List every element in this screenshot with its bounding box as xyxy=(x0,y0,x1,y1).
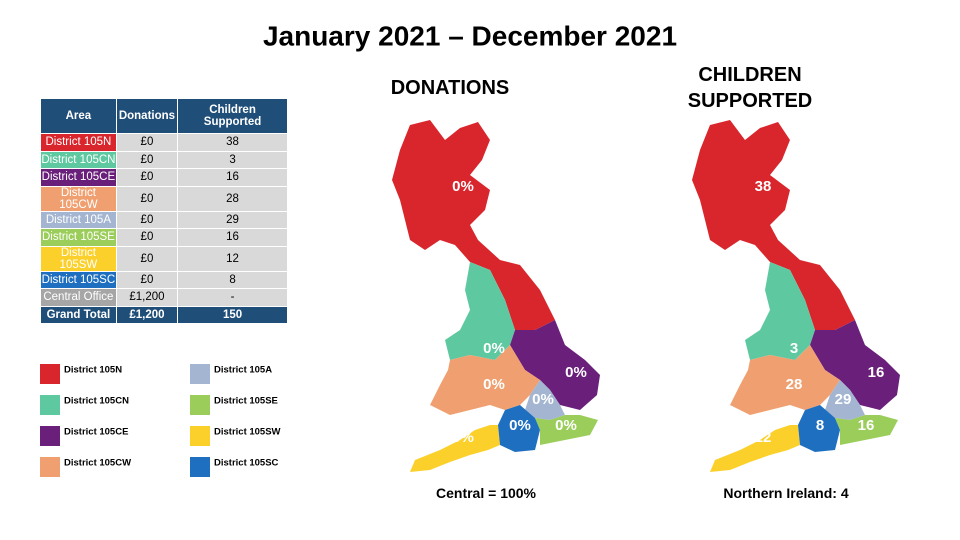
table-row: Central Office £1,200- xyxy=(40,288,288,307)
table-cell: District 105SC xyxy=(40,270,117,289)
legend-swatch xyxy=(190,364,210,384)
legend-swatch xyxy=(40,395,60,415)
table-cell: District 105CE xyxy=(40,168,117,187)
table-cell: District 105SE xyxy=(40,228,117,247)
region-label: 0% xyxy=(452,178,474,195)
region-label: 38 xyxy=(755,178,772,195)
region-cn xyxy=(445,262,515,360)
table-cell: District 105A xyxy=(40,210,117,229)
table-cell: £0 xyxy=(115,185,179,212)
table-cell: £1,200 xyxy=(115,305,179,324)
table-cell: 38 xyxy=(177,133,288,152)
legend-swatch xyxy=(190,426,210,446)
legend-swatch xyxy=(40,457,60,477)
legend-label: District 105SC xyxy=(214,458,279,469)
header-cell: Children Supported xyxy=(177,98,288,134)
table-cell: £0 xyxy=(115,150,179,169)
legend-label: District 105SE xyxy=(214,396,278,407)
region-label: 16 xyxy=(858,417,875,434)
region-label: 8 xyxy=(816,417,824,434)
region-label: 0% xyxy=(555,417,577,434)
table-row: District 105A £0 29 xyxy=(40,210,288,229)
table-cell: £0 xyxy=(115,245,179,272)
region-n xyxy=(392,120,555,330)
region-label: 16 xyxy=(868,364,885,381)
table-cell: 150 xyxy=(177,305,288,324)
legend-swatch xyxy=(40,426,60,446)
table-row: District 105SW £0 12 xyxy=(40,245,288,272)
table-cell: 28 xyxy=(177,185,288,212)
table-row: District 105SC £0 8 xyxy=(40,270,288,289)
table-cell: 29 xyxy=(177,210,288,229)
region-sc xyxy=(498,405,540,452)
table-cell: District 105CN xyxy=(40,150,117,169)
legend-swatch xyxy=(190,457,210,477)
table-cell: 8 xyxy=(177,270,288,289)
region-label: 0% xyxy=(452,429,474,446)
table-cell: £0 xyxy=(115,133,179,152)
table-cell: District 105CW xyxy=(40,185,117,212)
table-cell: £0 xyxy=(115,168,179,187)
region-label: 0% xyxy=(532,391,554,408)
region-label: 0% xyxy=(483,340,505,357)
table-cell: - xyxy=(177,288,288,307)
table-cell: £0 xyxy=(115,228,179,247)
map-title: CHILDREN SUPPORTED xyxy=(687,64,813,112)
map-note: Central = 100% xyxy=(436,485,537,501)
header-cell: Donations xyxy=(115,98,179,134)
legend-swatch xyxy=(190,395,210,415)
region-se xyxy=(535,415,598,445)
region-label: 0% xyxy=(565,364,587,381)
table-row: District 105N £0 38 xyxy=(40,133,288,152)
region-label: 28 xyxy=(786,376,803,393)
table-row: District 105CN £0 3 xyxy=(40,150,288,169)
map xyxy=(392,120,600,472)
region-label: 12 xyxy=(755,429,772,446)
title: January 2021 – December 2021 xyxy=(263,20,677,51)
region-a xyxy=(525,380,565,420)
legend-label: District 105CN xyxy=(64,396,129,407)
table-row: District 105CW £0 28 xyxy=(40,185,288,212)
legend-label: District 105A xyxy=(214,365,272,376)
table-cell: 12 xyxy=(177,245,288,272)
table-row: District 105SE £0 16 xyxy=(40,228,288,247)
legend-label: District 105N xyxy=(64,365,122,376)
map-title: DONATIONS xyxy=(390,77,510,99)
header-cell: Area xyxy=(40,98,117,134)
table-cell: Grand Total xyxy=(40,305,117,324)
region-label: 0% xyxy=(509,417,531,434)
legend-label: District 105CE xyxy=(64,427,128,438)
table-cell: 16 xyxy=(177,168,288,187)
region-label: 29 xyxy=(835,391,852,408)
table-cell: 16 xyxy=(177,228,288,247)
table-cell: £0 xyxy=(115,210,179,229)
region-label: 3 xyxy=(790,340,798,357)
table-cell: 3 xyxy=(177,150,288,169)
map-note: Northern Ireland: 4 xyxy=(723,485,848,501)
table-cell: District 105SW xyxy=(40,245,117,272)
legend-label: District 105SW xyxy=(214,427,281,438)
table-cell: District 105N xyxy=(40,133,117,152)
legend-label: District 105CW xyxy=(64,458,131,469)
table-cell: £1,200 xyxy=(115,288,179,307)
legend-swatch xyxy=(40,364,60,384)
table-row: Grand Total £1,200 150 xyxy=(40,305,288,324)
region-ce xyxy=(510,320,600,410)
summary-table: Area Donations Children Supported District … xyxy=(40,98,288,324)
table-row: District 105CE £0 16 xyxy=(40,168,288,187)
table-cell: £0 xyxy=(115,270,179,289)
region-sw xyxy=(410,425,500,472)
table-cell: Central Office xyxy=(40,288,117,307)
header-row: Area Donations Children Supported xyxy=(40,98,288,134)
region-cw xyxy=(430,345,540,415)
region-label: 0% xyxy=(483,376,505,393)
